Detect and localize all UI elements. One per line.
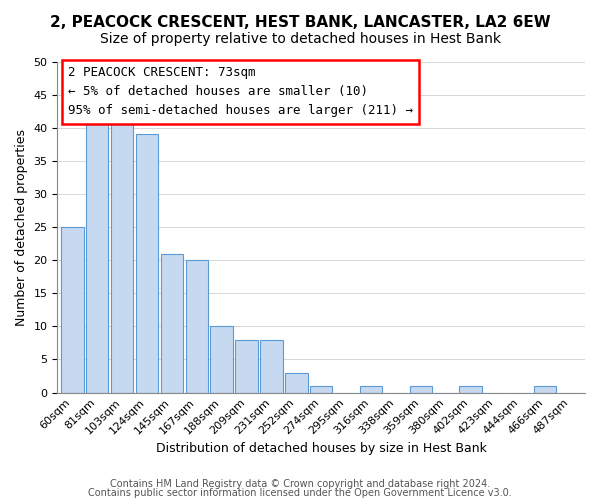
Text: 2, PEACOCK CRESCENT, HEST BANK, LANCASTER, LA2 6EW: 2, PEACOCK CRESCENT, HEST BANK, LANCASTE… <box>50 15 550 30</box>
Bar <box>310 386 332 392</box>
Bar <box>161 254 183 392</box>
Text: Contains HM Land Registry data © Crown copyright and database right 2024.: Contains HM Land Registry data © Crown c… <box>110 479 490 489</box>
Bar <box>136 134 158 392</box>
Text: 2 PEACOCK CRESCENT: 73sqm
← 5% of detached houses are smaller (10)
95% of semi-d: 2 PEACOCK CRESCENT: 73sqm ← 5% of detach… <box>68 66 413 118</box>
Bar <box>235 340 258 392</box>
X-axis label: Distribution of detached houses by size in Hest Bank: Distribution of detached houses by size … <box>156 442 487 455</box>
Bar <box>360 386 382 392</box>
Y-axis label: Number of detached properties: Number of detached properties <box>15 128 28 326</box>
Text: Size of property relative to detached houses in Hest Bank: Size of property relative to detached ho… <box>100 32 500 46</box>
Bar <box>410 386 432 392</box>
Bar <box>185 260 208 392</box>
Bar <box>111 114 133 392</box>
Bar <box>260 340 283 392</box>
Text: Contains public sector information licensed under the Open Government Licence v3: Contains public sector information licen… <box>88 488 512 498</box>
Bar <box>534 386 556 392</box>
Bar <box>211 326 233 392</box>
Bar <box>61 227 83 392</box>
Bar <box>86 121 109 392</box>
Bar <box>460 386 482 392</box>
Bar <box>285 372 308 392</box>
